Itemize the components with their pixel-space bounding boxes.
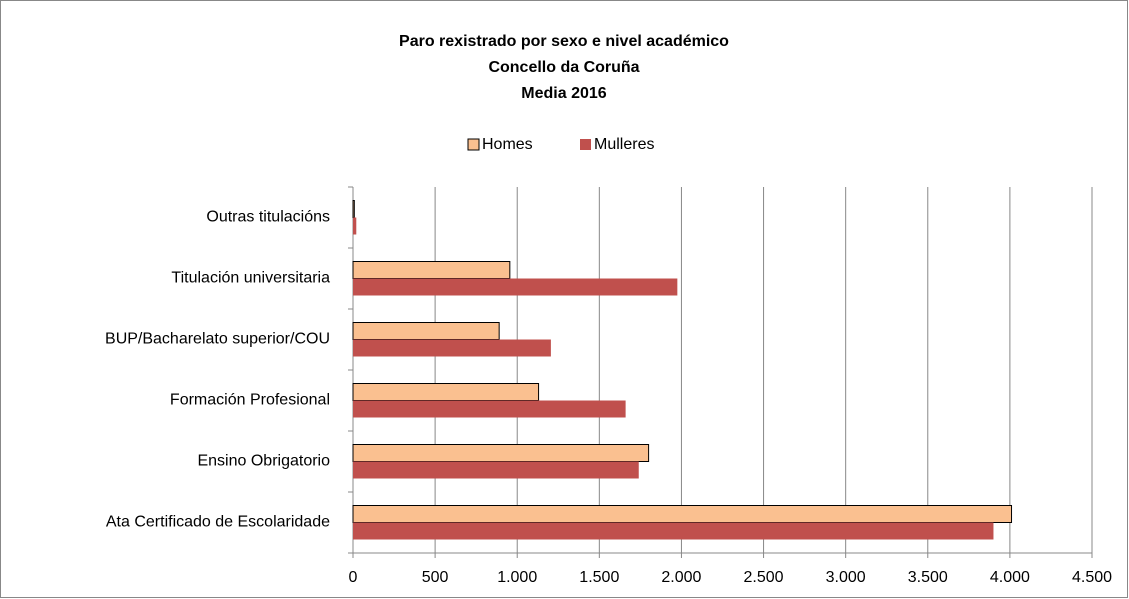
legend-label: Homes: [482, 136, 533, 153]
bar: [353, 278, 678, 296]
bar: [352, 200, 355, 218]
x-tick-label: 3.000: [826, 569, 866, 586]
legend-swatch: [467, 138, 480, 151]
y-tick-label: Titulación universitaria: [171, 270, 330, 287]
chart-title: Paro rexistrado por sexo e nivel académi…: [399, 33, 729, 50]
y-tick-label: Ensino Obrigatorio: [197, 453, 330, 470]
x-tick-label: 4.000: [990, 569, 1030, 586]
chart-title: Media 2016: [521, 85, 606, 102]
bar: [352, 505, 1013, 523]
x-tick-label: 3.500: [908, 569, 948, 586]
bar: [353, 522, 994, 540]
legend-label: Mulleres: [594, 136, 654, 153]
bar: [352, 383, 540, 401]
x-tick-label: 0: [349, 569, 358, 586]
y-tick-label: BUP/Bacharelato superior/COU: [105, 331, 330, 348]
legend-swatch: [580, 139, 591, 150]
x-tick-label: 2.500: [744, 569, 784, 586]
x-tick-label: 2.000: [661, 569, 701, 586]
bar: [353, 217, 357, 235]
bar: [353, 400, 626, 418]
bar: [352, 444, 650, 462]
y-tick-label: Ata Certificado de Escolaridade: [106, 514, 330, 531]
x-tick-label: 500: [422, 569, 449, 586]
bar: [352, 261, 511, 279]
x-tick-label: 1.000: [497, 569, 537, 586]
y-tick-label: Formación Profesional: [170, 392, 330, 409]
y-tick-label: Outras titulacións: [206, 209, 330, 226]
bar: [353, 461, 639, 479]
x-tick-label: 4.500: [1072, 569, 1112, 586]
bar: [352, 322, 500, 340]
x-tick-label: 1.500: [579, 569, 619, 586]
chart-title: Concello da Coruña: [488, 59, 639, 76]
bar: [353, 339, 551, 357]
